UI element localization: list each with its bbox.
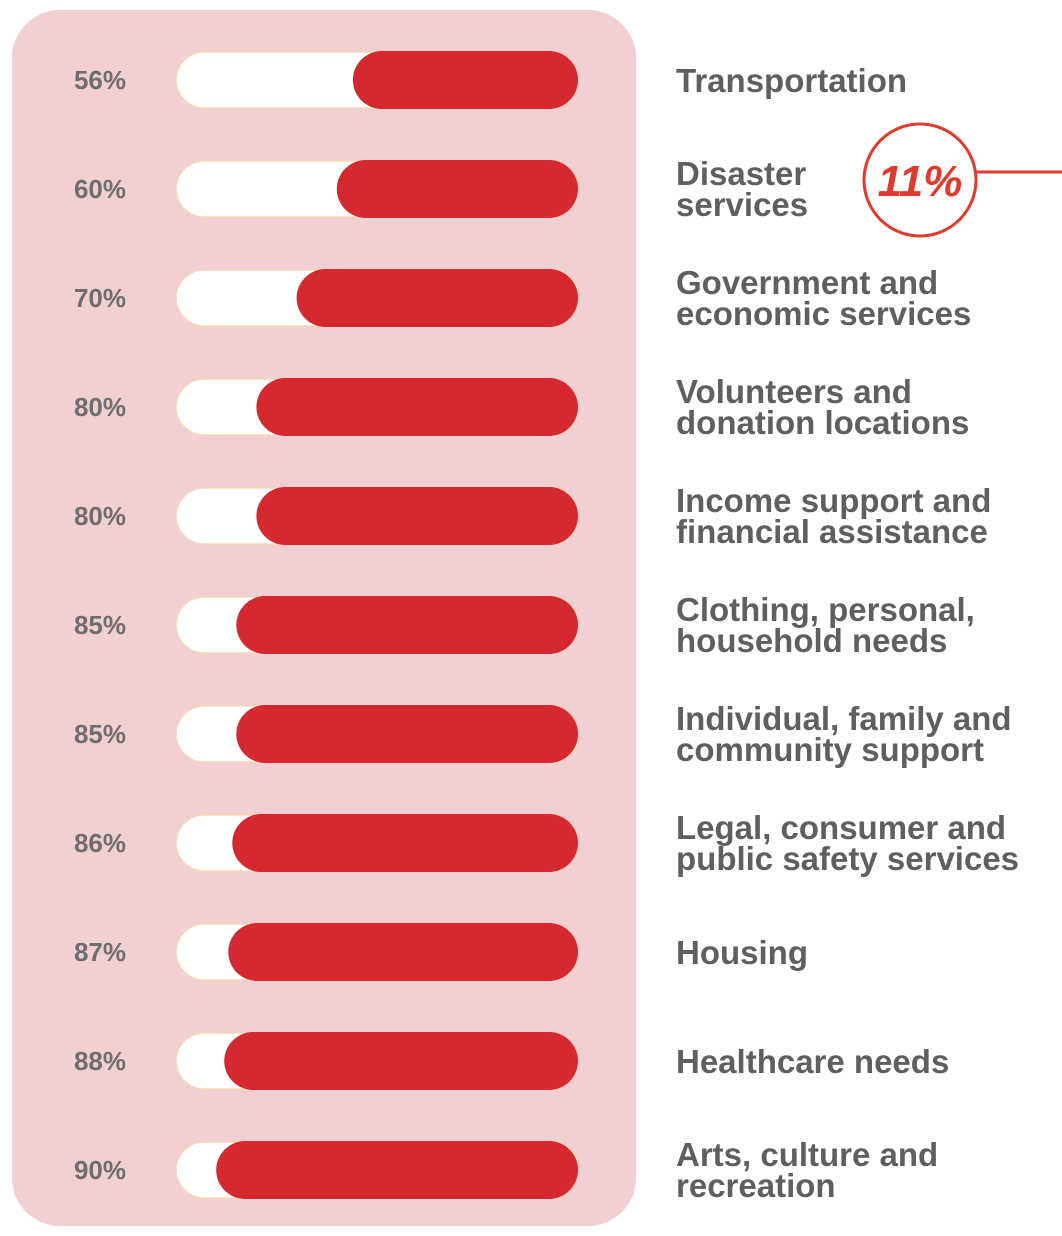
value-label: 60%: [74, 174, 126, 204]
category-label: Volunteers and donation locations: [676, 373, 969, 441]
bar: [224, 1032, 579, 1090]
value-label: 85%: [74, 610, 126, 640]
bar: [236, 705, 579, 763]
category-label: Legal, consumer and public safety service…: [676, 809, 1019, 877]
value-label: 88%: [74, 1046, 126, 1076]
value-label: 80%: [74, 501, 126, 531]
bar: [296, 269, 578, 327]
category-label: Individual, family and community support: [676, 700, 1012, 768]
category-label: Transportation: [676, 62, 907, 99]
category-label: Income support and financial assistance: [676, 482, 991, 550]
value-label: 80%: [74, 392, 126, 422]
category-label: Government and economic services: [676, 264, 971, 332]
bar: [352, 51, 578, 109]
callout-annotation: 11%: [862, 122, 1062, 238]
callout-text: 11%: [878, 157, 963, 206]
category-label: Disaster services: [676, 155, 808, 223]
category-label: Healthcare needs: [676, 1043, 949, 1080]
bar: [256, 378, 578, 436]
bar: [336, 160, 578, 218]
value-label: 90%: [74, 1155, 126, 1185]
value-label: 56%: [74, 65, 126, 95]
category-label: Housing: [676, 934, 808, 971]
category-label: Arts, culture and recreation: [676, 1136, 938, 1204]
bar: [236, 596, 579, 654]
category-label: Clothing, personal, household needs: [676, 591, 975, 659]
value-label: 70%: [74, 283, 126, 313]
bar: [256, 487, 578, 545]
value-label: 87%: [74, 937, 126, 967]
bar: [228, 923, 578, 981]
value-label: 86%: [74, 828, 126, 858]
bar: [216, 1141, 578, 1199]
value-label: 85%: [74, 719, 126, 749]
bar: [232, 814, 578, 872]
callout-circle: [862, 122, 978, 238]
